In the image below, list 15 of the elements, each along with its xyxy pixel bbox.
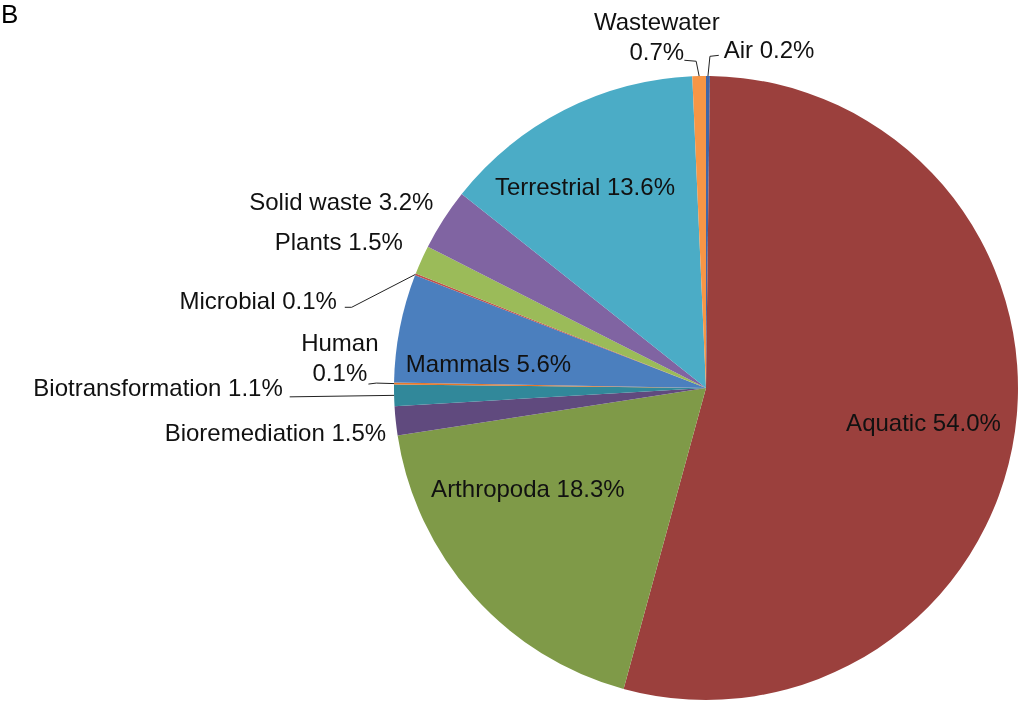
slice-label: Bioremediation 1.5%	[164, 418, 387, 446]
slice-label: Solid waste 3.2%	[249, 187, 434, 215]
data-label: 0.7%	[629, 38, 685, 66]
slice-label: Mammals 5.6%	[405, 349, 572, 377]
chart-title: B	[1, 0, 19, 29]
slice-label: Terrestrial 13.6%	[494, 172, 675, 200]
slice-label: Microbial 0.1%	[179, 287, 337, 314]
slice-label: Arthropoda 18.3%	[431, 474, 625, 502]
slice-label: Plants 1.5%	[274, 227, 403, 255]
slice-label: Biotransformation 1.1%	[33, 373, 283, 401]
data-label: 0.1%	[312, 359, 368, 387]
slice-label: Aquatic 54.0%	[846, 409, 1001, 437]
slice-label: Air 0.2%	[723, 36, 815, 64]
slice-label: Wastewater	[593, 8, 720, 36]
slice-label: Human	[301, 329, 379, 357]
